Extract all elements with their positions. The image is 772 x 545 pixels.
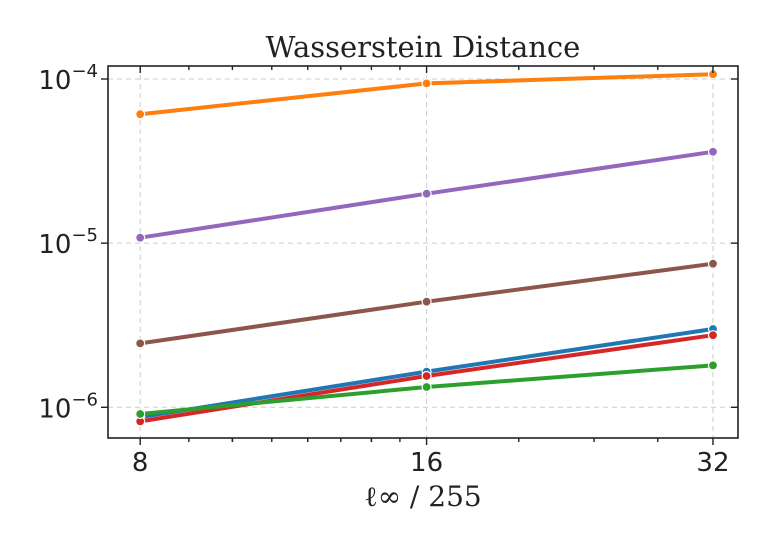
series-point [421,188,432,199]
x-axis-label: ℓ∞ / 255 [364,480,481,513]
series-point [707,258,719,269]
y-tick-label: 10−6 [38,389,98,424]
x-tick-label: 8 [132,448,149,478]
series-point [421,370,432,382]
series-point [707,146,719,157]
series-point [707,330,719,341]
grid [108,66,738,438]
chart-title: Wasserstein Distance [266,30,581,64]
series-point [421,78,432,89]
y-tick-label: 10−5 [38,225,98,260]
series-layer [135,69,719,427]
series-point [421,296,432,307]
series-point [707,360,719,371]
axis-ticks: 8 16 32 10−6 10−5 10−4 [38,61,738,478]
plot-frame [107,65,739,439]
x-tick-label: 16 [410,448,443,478]
y-tick-label: 10−4 [38,61,98,96]
series-point [135,338,146,349]
series-point [135,109,146,120]
x-tick-label: 32 [696,448,729,478]
series-point [135,232,146,243]
series-point [135,408,146,420]
series-point [421,381,432,393]
